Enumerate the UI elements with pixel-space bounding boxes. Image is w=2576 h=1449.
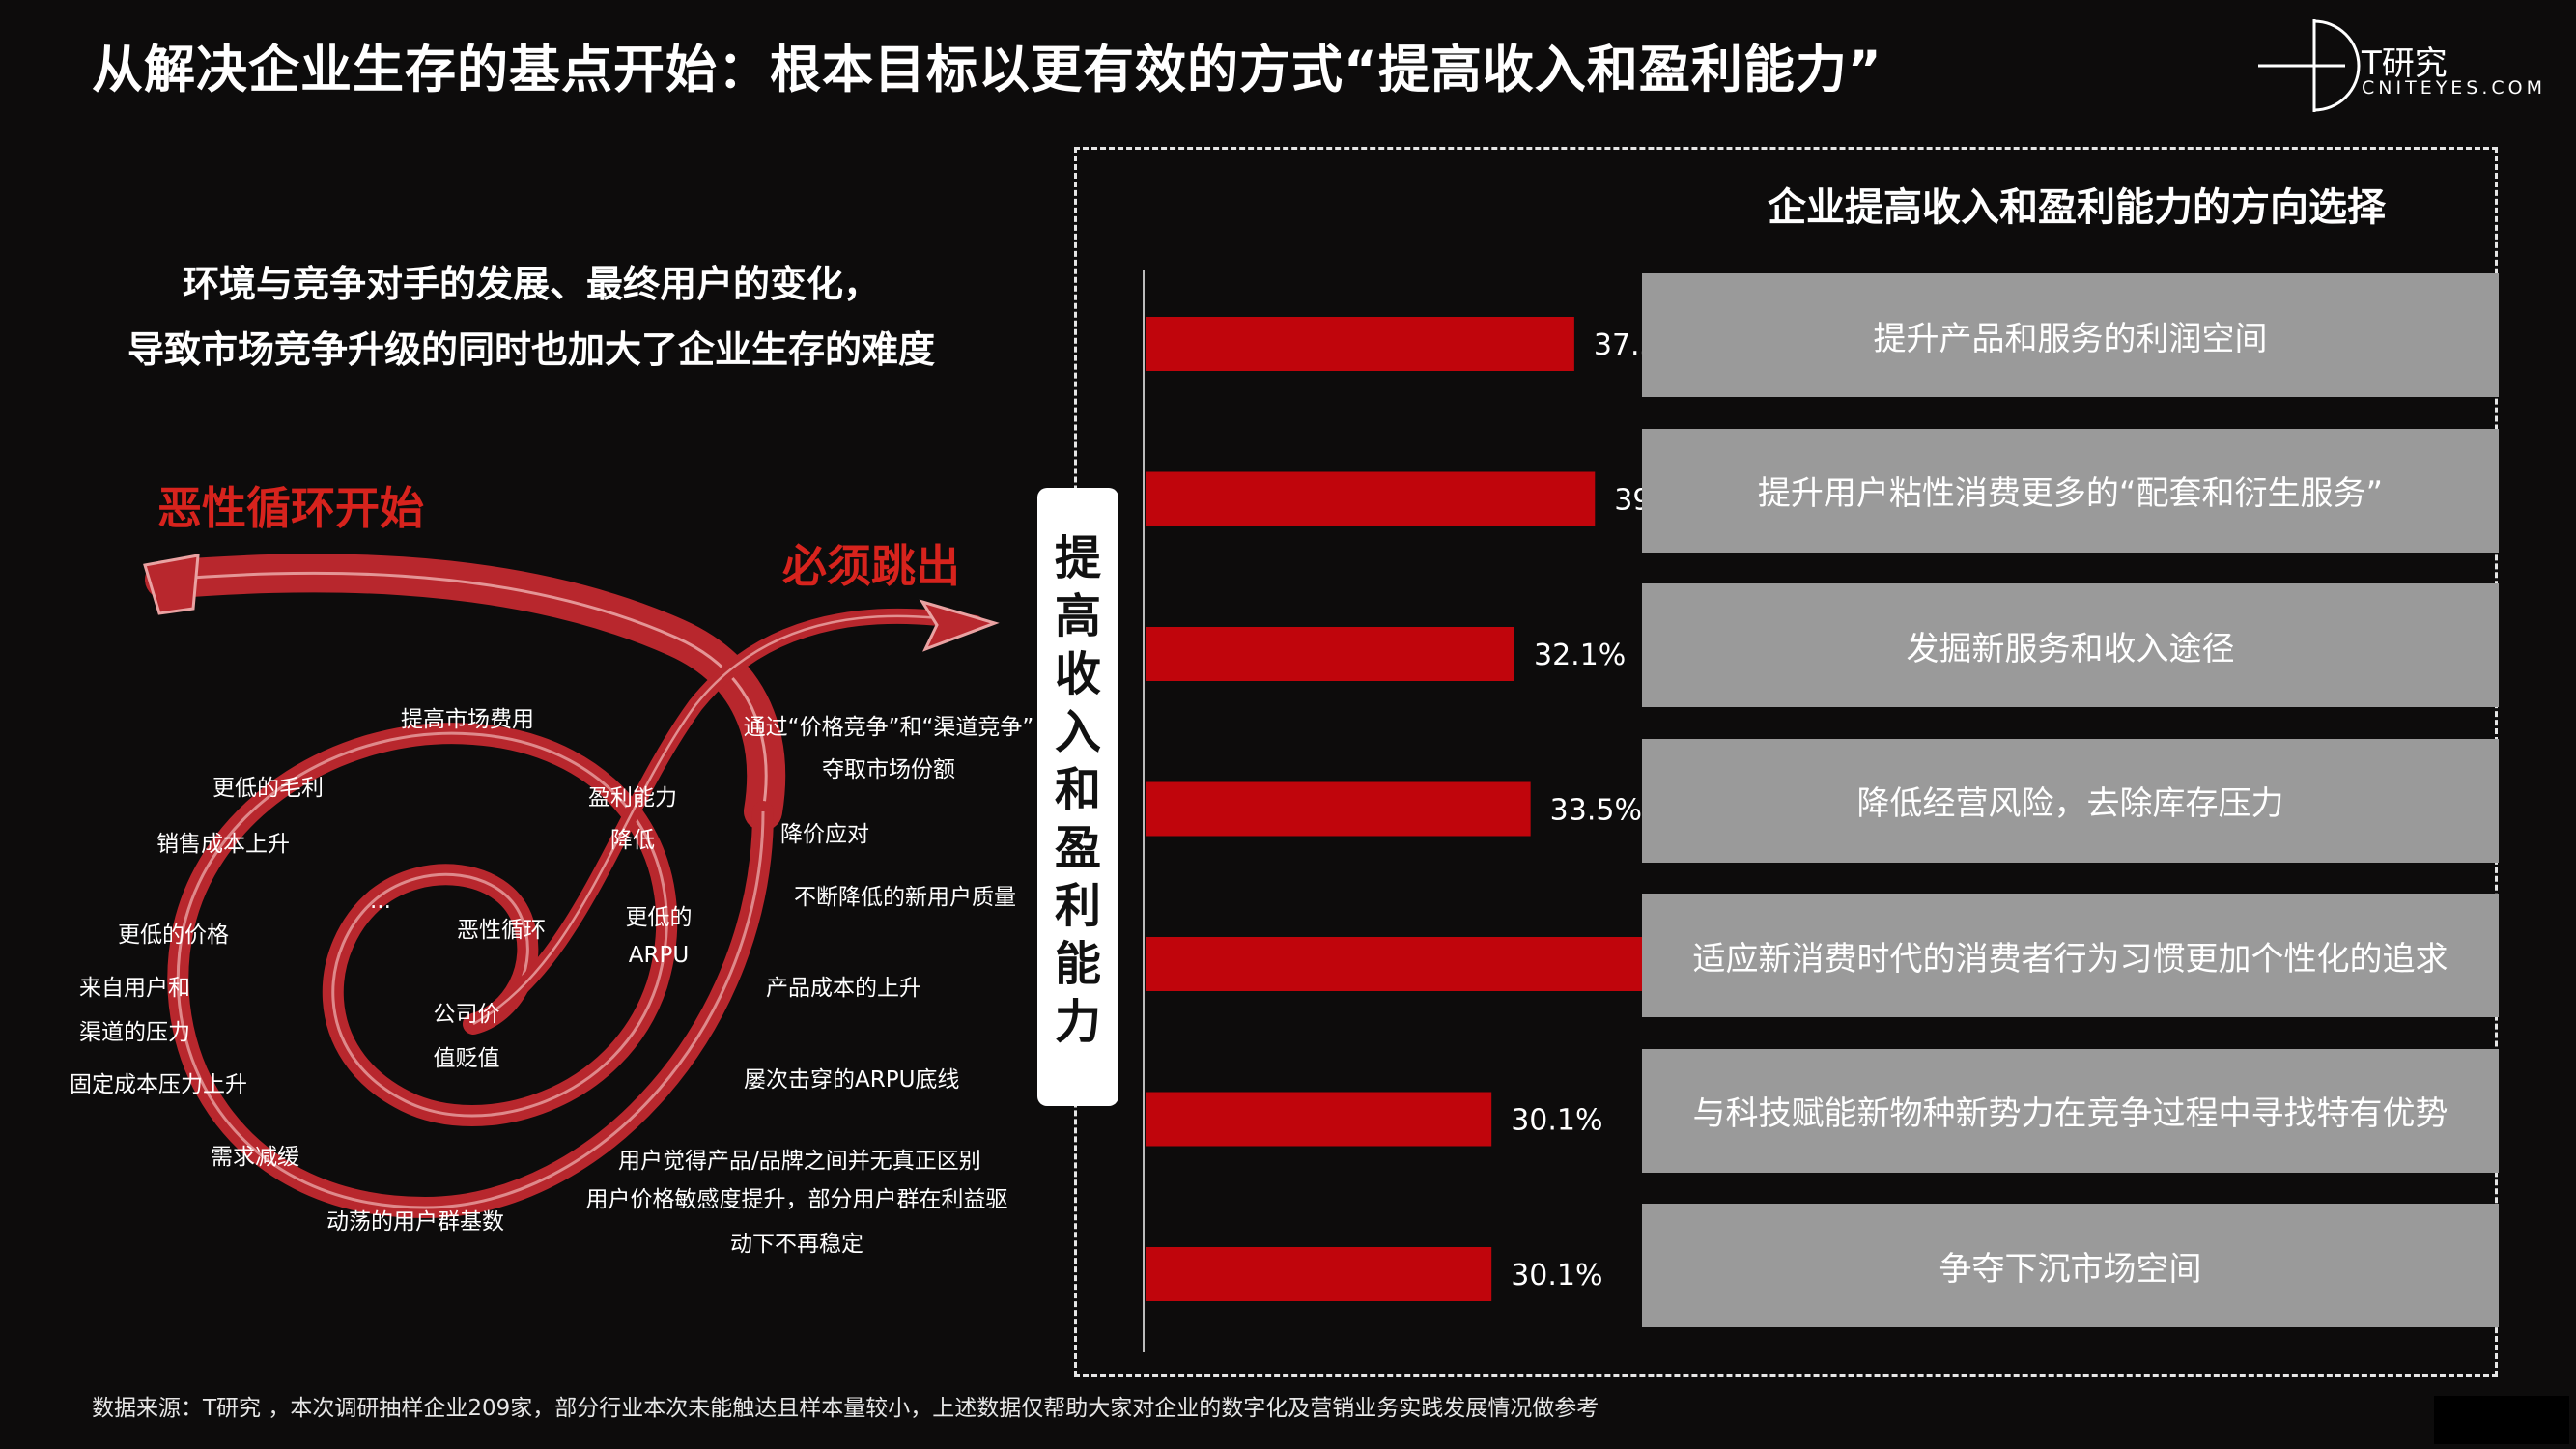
exit-arrow-head — [919, 599, 1000, 652]
bar-value-label-1: 37.3% — [1594, 328, 1652, 362]
option-box: 争夺下沉市场空间 — [1642, 1204, 2499, 1327]
vertical-label-char: 收 — [1054, 647, 1101, 701]
label-ellipsis: ... — [370, 889, 391, 914]
logo-icon — [2258, 19, 2361, 112]
label-price-cut: 降价应对 — [780, 822, 869, 847]
label-no-diff: 用户觉得产品/品牌之间并无真正区别 — [618, 1149, 981, 1174]
label-fixed-cost: 固定成本压力上升 — [70, 1072, 247, 1097]
bar-4 — [1146, 781, 1531, 837]
label-raise-marketing: 提高市场费用 — [401, 707, 534, 732]
bar-2 — [1146, 471, 1596, 526]
bar-value-label-4: 33.5% — [1550, 794, 1642, 828]
label-lower-arpu: 更低的 ARPU — [610, 898, 707, 968]
spiral-tail — [143, 554, 200, 615]
bar-value-label-3: 32.1% — [1534, 639, 1626, 672]
label-price-war-2: 夺取市场份额 — [822, 757, 955, 782]
corner-block — [2434, 1396, 2569, 1444]
label-sales-cost: 销售成本上升 — [156, 832, 290, 857]
label-vicious: 恶性循环 — [457, 918, 546, 943]
vertical-label-char: 盈 — [1054, 821, 1101, 875]
label-price-war: 通过“价格竞争”和“渠道竞争” 夺取市场份额 — [715, 708, 1062, 783]
label-lower-margin: 更低的毛利 — [212, 776, 324, 801]
label-volatile: 动荡的用户群基数 — [326, 1209, 504, 1235]
bar-3 — [1146, 627, 1514, 681]
intro-line-1: 环境与竞争对手的发展、最终用户的变化， — [182, 263, 880, 305]
label-company-value: 公司价 值贬值 — [418, 995, 515, 1072]
bar-7 — [1146, 1247, 1492, 1301]
vertical-label-char: 入 — [1054, 705, 1101, 759]
option-box: 提升用户粘性消费更多的“配套和衍生服务” — [1642, 428, 2499, 553]
panel-title: 企业提高收入和盈利能力的方向选择 — [1768, 185, 2386, 230]
intro-line-2: 导致市场竞争升级的同时也加大了企业生存的难度 — [127, 328, 935, 371]
vertical-label-char: 力 — [1054, 995, 1101, 1049]
label-sensitive-2: 动下不再稳定 — [730, 1232, 863, 1257]
vertical-label: 提高收入和盈利能力 — [1037, 529, 1118, 1051]
bar-6 — [1146, 1092, 1492, 1147]
label-demand: 需求减缓 — [211, 1145, 299, 1170]
vertical-label-char: 和 — [1054, 763, 1101, 817]
label-company-value-1: 公司价 — [433, 1002, 500, 1027]
option-box: 降低经营风险，去除库存压力 — [1642, 738, 2499, 863]
logo-text-cn: T研究 — [2362, 44, 2448, 83]
vertical-label-pill — [1037, 488, 1118, 1106]
label-sensitive-1: 用户价格敏感度提升，部分用户群在利益驱 — [585, 1187, 1008, 1212]
label-sensitive: 用户价格敏感度提升，部分用户群在利益驱 动下不再稳定 — [580, 1180, 1014, 1258]
vicious-cycle-spiral — [143, 554, 1000, 1219]
option-box: 提升产品和服务的利润空间 — [1642, 273, 2499, 397]
page-title: 从解决企业生存的基点开始：根本目标以更有效的方式“提高收入和盈利能力” — [92, 41, 1882, 99]
must-exit-label: 必须跳出 — [782, 540, 960, 592]
bar-5 — [1146, 937, 1652, 991]
label-company-value-2: 值贬值 — [433, 1046, 500, 1071]
bar-chart: 37.3%39.1%32.1%33.5%44.4%30.1%30.1% — [1143, 270, 1652, 1352]
logo-text-en: CNITEYES.COM — [2362, 77, 2547, 99]
label-lower-price: 更低的价格 — [118, 923, 229, 948]
footer-source: 数据来源：T研究 ，本次调研抽样企业209家，部分行业本次未能触达且样本量较小，… — [92, 1396, 1599, 1421]
label-quality: 不断降低的新用户质量 — [794, 885, 1016, 910]
bar-1 — [1146, 317, 1574, 371]
label-arpu-floor: 屡次击穿的ARPU底线 — [744, 1067, 960, 1093]
label-lower-arpu-2: ARPU — [628, 943, 690, 968]
label-pressure-1: 来自用户和 — [79, 976, 190, 1001]
intro-text: 环境与竞争对手的发展、最终用户的变化， 导致市场竞争升级的同时也加大了企业生存的… — [97, 251, 966, 383]
option-box: 适应新消费时代的消费者行为习惯更加个性化的追求 — [1642, 894, 2499, 1017]
label-profit-2: 降低 — [610, 828, 655, 853]
vertical-label-char: 提 — [1054, 531, 1101, 585]
vertical-label-char: 利 — [1054, 879, 1101, 933]
vertical-label-char: 能 — [1054, 937, 1101, 991]
label-profit-1: 盈利能力 — [588, 785, 677, 810]
vertical-label-char: 高 — [1054, 589, 1101, 643]
bar-value-label-7: 30.1% — [1511, 1259, 1602, 1293]
label-lower-arpu-1: 更低的 — [625, 905, 693, 930]
option-box: 发掘新服务和收入途径 — [1642, 583, 2499, 707]
label-profit: 盈利能力 降低 — [580, 779, 686, 854]
vicious-start-label: 恶性循环开始 — [157, 482, 424, 534]
label-price-war-1: 通过“价格竞争”和“渠道竞争” — [743, 715, 1034, 740]
label-pressure: 来自用户和 渠道的压力 — [79, 969, 190, 1046]
label-product-cost: 产品成本的上升 — [766, 976, 921, 1001]
bar-value-label-6: 30.1% — [1511, 1104, 1602, 1138]
option-box: 与科技赋能新物种新势力在竞争过程中寻找特有优势 — [1642, 1048, 2499, 1173]
label-pressure-2: 渠道的压力 — [79, 1020, 190, 1045]
